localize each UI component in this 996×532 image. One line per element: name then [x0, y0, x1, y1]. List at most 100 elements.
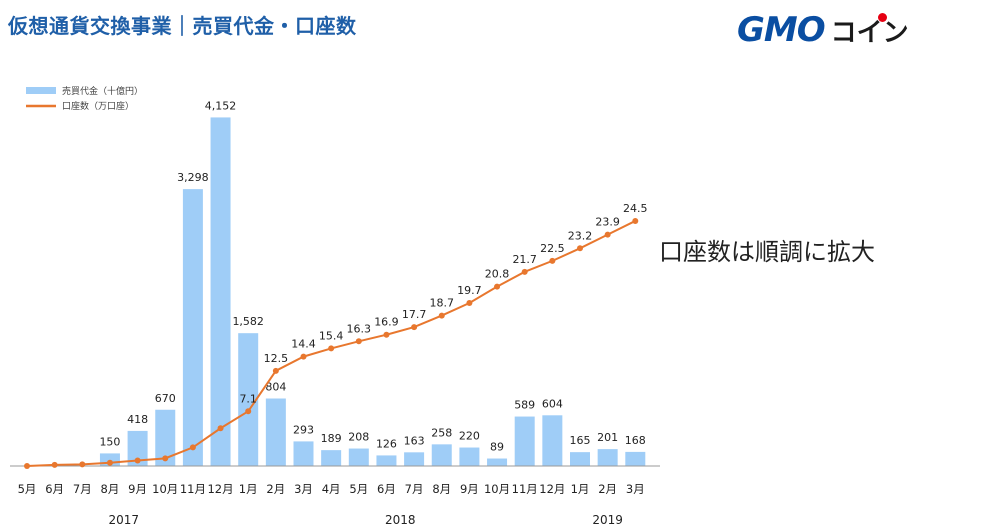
- bar-value-label: 168: [625, 434, 646, 447]
- legend-label-line: 口座数（万口座）: [62, 100, 134, 112]
- bar-value-label: 220: [459, 430, 480, 443]
- slide-title: 仮想通貨交換事業｜売買代金・口座数: [8, 14, 357, 38]
- line-value-label: 16.9: [374, 316, 399, 329]
- line-point: [217, 425, 224, 432]
- x-tick-label: 7月: [73, 482, 92, 496]
- bar-value-label: 258: [431, 426, 452, 439]
- bar-value-label: 3,298: [177, 171, 209, 184]
- line-point: [272, 367, 279, 374]
- bar-value-label: 126: [376, 437, 397, 450]
- bar-2月: [265, 398, 286, 466]
- bar-2月: [597, 449, 618, 466]
- line-series: [24, 217, 639, 469]
- x-tick-label: 6月: [377, 482, 396, 496]
- line-point: [162, 455, 169, 462]
- chart-legend: 売買代金（十億円） 口座数（万口座）: [26, 85, 143, 112]
- callout-text: 口座数は順調に拡大: [659, 238, 875, 266]
- bar-value-label: 208: [348, 431, 369, 444]
- bar-1月: [570, 452, 590, 466]
- year-label-2018: 2018: [385, 513, 416, 527]
- bar-value-labels: 150 418 670 3,298 4,152 1,582 804 293 189 208 126 1…: [99, 99, 645, 453]
- line-point: [466, 300, 473, 307]
- x-tick-label: 12月: [207, 482, 233, 496]
- logo-gmo-text: GMO: [737, 10, 826, 50]
- x-tick-label: 7月: [405, 482, 424, 496]
- x-tick-label: 5月: [18, 482, 37, 496]
- line-point: [79, 461, 86, 468]
- bar-9月: [127, 430, 148, 466]
- line-value-label: 22.5: [540, 242, 565, 255]
- x-tick-label: 4月: [322, 482, 341, 496]
- line-point: [632, 217, 639, 224]
- line-point: [189, 444, 196, 451]
- bar-series: [99, 117, 646, 467]
- bar-value-label: 589: [514, 399, 535, 412]
- line-value-labels: 7.112.514.415.416.316.917.718.719.720.82…: [239, 202, 647, 405]
- gmo-coin-logo: GMO コイン: [737, 10, 909, 50]
- x-tick-label: 9月: [128, 482, 147, 496]
- bar-value-label: 89: [490, 441, 504, 454]
- bar-11月: [182, 189, 203, 466]
- x-tick-label: 5月: [349, 482, 368, 496]
- line-point: [328, 345, 335, 352]
- bar-12月: [210, 117, 231, 467]
- legend-label-bar: 売買代金（十億円）: [62, 85, 143, 97]
- bar-value-label: 4,152: [205, 99, 237, 112]
- line-point: [411, 324, 418, 331]
- bar-3月: [293, 441, 314, 466]
- bar-value-label: 804: [265, 381, 286, 394]
- x-tick-label: 8月: [101, 482, 120, 496]
- legend-swatch-bar: [26, 87, 56, 94]
- line-value-label: 18.7: [430, 297, 455, 310]
- line-value-label: 15.4: [319, 329, 344, 342]
- line-point: [300, 353, 307, 360]
- line-value-label: 23.9: [595, 216, 620, 229]
- x-tick-label: 6月: [45, 482, 64, 496]
- year-labels: 2017 2018 2019: [109, 513, 623, 527]
- line-point: [577, 245, 583, 252]
- line-point: [494, 283, 501, 290]
- bar-value-label: 293: [293, 423, 314, 436]
- bar-11月: [514, 416, 535, 466]
- x-tick-label: 11月: [180, 482, 206, 496]
- bar-3月: [625, 451, 646, 466]
- line-value-label: 23.2: [568, 229, 593, 242]
- bar-12月: [542, 415, 563, 466]
- x-tick-label: 2月: [266, 482, 285, 496]
- line-value-label: 24.5: [623, 202, 648, 215]
- line-point: [106, 459, 113, 466]
- line-point: [24, 463, 30, 469]
- line-value-label: 20.8: [485, 268, 510, 281]
- line-point: [383, 331, 390, 338]
- x-tick-label: 9月: [460, 482, 479, 496]
- bar-4月: [321, 450, 342, 466]
- line-point: [51, 461, 58, 468]
- line-value-label: 14.4: [291, 338, 316, 351]
- logo-coin-label: コイン: [830, 17, 909, 48]
- bar-value-label: 418: [127, 413, 148, 426]
- line-point: [521, 268, 528, 275]
- line-point: [355, 338, 362, 345]
- bar-value-label: 163: [404, 434, 425, 447]
- x-axis-ticks: 5月 6月 7月 8月 9月 10月 11月 12月 1月 2月 3月 4月 5月 6月 7月 8月 9月 10月…: [18, 482, 645, 496]
- bar-value-label: 165: [570, 434, 591, 447]
- x-tick-label: 12月: [539, 482, 565, 496]
- x-tick-label: 1月: [571, 482, 590, 496]
- year-label-2017: 2017: [109, 513, 140, 527]
- x-tick-label: 3月: [626, 482, 645, 496]
- line-value-label: 12.5: [264, 352, 289, 365]
- x-tick-label: 8月: [432, 482, 451, 496]
- bar-value-label: 604: [542, 397, 563, 410]
- trading-volume-accounts-chart: 売買代金（十億円） 口座数（万口座） 150 418 670 3,298 4,152 1,5…: [10, 85, 660, 527]
- x-tick-label: 1月: [239, 482, 258, 496]
- bar-value-label: 201: [597, 431, 618, 444]
- bar-value-label: 670: [155, 392, 176, 405]
- line-point: [134, 457, 141, 464]
- line-point: [549, 257, 556, 264]
- line-value-label: 7.1: [239, 392, 257, 405]
- line-value-label: 17.7: [402, 308, 427, 321]
- year-label-2019: 2019: [592, 513, 623, 527]
- bar-10月: [155, 409, 176, 466]
- line-point: [438, 312, 445, 319]
- line-point: [604, 231, 611, 238]
